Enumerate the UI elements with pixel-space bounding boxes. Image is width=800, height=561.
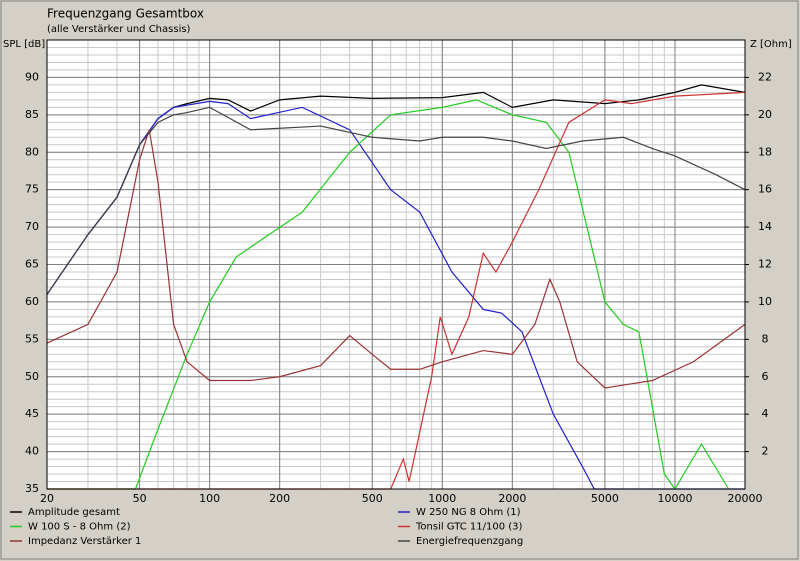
y-tick-label: 40 [25, 445, 39, 458]
y2-tick-label: 6 [762, 370, 769, 383]
y2-tick-label: 8 [762, 332, 769, 345]
x-tick-label: 20000 [728, 492, 763, 505]
legend-label: Tonsil GTC 11/100 (3) [415, 522, 523, 533]
series-line [47, 91, 746, 490]
legend-label: W 250 NG 8 Ohm (1) [416, 507, 521, 518]
y2-tick-label: 4 [762, 407, 769, 420]
legend-label: Energiefrequenzgang [416, 536, 523, 547]
y-tick-label: 85 [25, 108, 39, 121]
series-line [46, 106, 746, 295]
series-line [47, 99, 730, 491]
grid [46, 40, 746, 490]
y2-tick-label: 16 [758, 183, 772, 196]
x-tick-label: 10000 [657, 492, 692, 505]
y2-tick-label: 22 [758, 70, 772, 83]
x-tick-label: 50 [133, 492, 147, 505]
x-tick-label: 5000 [591, 492, 619, 505]
y-tick-label: 90 [25, 70, 39, 83]
y-tick-label: 65 [25, 258, 39, 271]
y2-tick-label: 18 [758, 145, 772, 158]
x-tick-label: 200 [269, 492, 290, 505]
y-tick-label: 45 [25, 407, 39, 420]
x-tick-label: 2000 [498, 492, 526, 505]
y-tick-label: 55 [25, 332, 39, 345]
y-tick-label: 50 [25, 370, 39, 383]
legend-label: W 100 S - 8 Ohm (2) [28, 522, 131, 533]
chart-title: Frequenzgang Gesamtbox [47, 7, 204, 21]
legend-label: Impedanz Verstärker 1 [28, 536, 141, 547]
chart-subtitle: (alle Verstärker und Chassis) [47, 24, 191, 35]
y2-tick-label: 14 [758, 220, 772, 233]
y-tick-label: 70 [25, 220, 39, 233]
y2-axis-label: Z [Ohm] [750, 39, 792, 50]
legend: Amplitude gesamt W 250 NG 8 Ohm (1) W 100 … [10, 507, 523, 547]
x-tick-label: 100 [199, 492, 220, 505]
y-axis-label: SPL [dB] [3, 39, 45, 50]
y-tick-label: 60 [25, 295, 39, 308]
series-line [46, 129, 746, 389]
curves [46, 84, 746, 491]
y2-tick-label: 20 [758, 108, 772, 121]
x-tick-label: 1000 [428, 492, 456, 505]
y-tick-label: 80 [25, 145, 39, 158]
y2-tick-label: 10 [758, 295, 772, 308]
y-tick-label: 35 [25, 482, 39, 495]
x-tick-label: 500 [362, 492, 383, 505]
y-tick-label: 75 [25, 183, 39, 196]
legend-label: Amplitude gesamt [28, 507, 120, 518]
y2-tick-label: 12 [758, 258, 772, 271]
y2-tick-label: 2 [762, 445, 769, 458]
x-tick-label: 20 [40, 492, 54, 505]
